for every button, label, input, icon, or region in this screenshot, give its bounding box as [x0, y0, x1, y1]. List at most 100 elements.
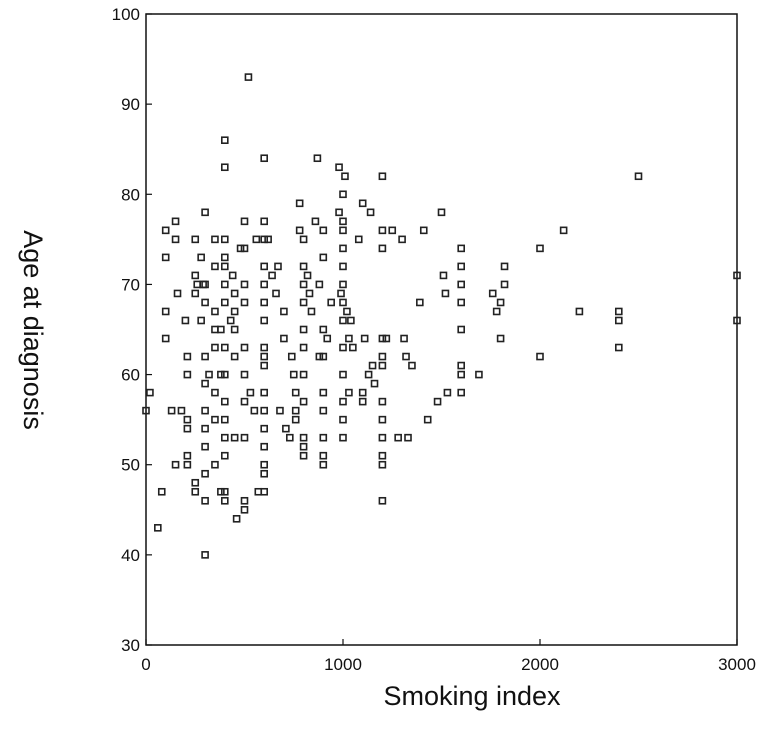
data-point — [260, 352, 269, 361]
data-point — [339, 298, 347, 307]
data-point — [274, 262, 282, 271]
data-point — [496, 298, 505, 307]
data-point — [339, 415, 347, 424]
data-point — [733, 316, 741, 325]
data-point — [260, 343, 269, 352]
y-tick-label: 40 — [121, 546, 140, 565]
data-point — [614, 343, 623, 352]
data-point — [299, 325, 308, 334]
data-point — [260, 235, 269, 244]
data-point — [211, 460, 219, 469]
data-point — [201, 551, 209, 559]
data-point — [319, 253, 328, 262]
data-point — [291, 406, 300, 415]
data-point — [211, 415, 219, 424]
y-tick-label: 80 — [121, 185, 140, 204]
data-point — [360, 334, 369, 343]
data-point — [299, 433, 308, 442]
data-point — [378, 361, 387, 370]
data-point — [201, 496, 209, 505]
data-point — [378, 172, 387, 181]
data-point — [295, 199, 304, 208]
data-point — [217, 370, 225, 379]
data-point — [416, 298, 424, 307]
data-point — [211, 388, 219, 397]
data-point — [299, 262, 308, 271]
data-point — [378, 244, 387, 253]
data-point — [443, 388, 452, 397]
data-point — [408, 361, 416, 370]
data-point — [230, 307, 239, 316]
data-point — [201, 208, 209, 217]
data-point — [230, 325, 239, 334]
data-point — [299, 451, 308, 460]
data-point — [358, 397, 367, 406]
y-tick-label: 100 — [112, 5, 140, 24]
data-point — [733, 271, 741, 280]
data-point — [319, 451, 328, 460]
data-point — [404, 433, 412, 442]
data-point — [161, 334, 170, 343]
data-point — [260, 280, 269, 289]
data-point — [335, 208, 343, 217]
data-point — [339, 433, 347, 442]
data-point — [221, 262, 229, 271]
data-point — [197, 316, 205, 325]
data-point — [240, 343, 249, 352]
data-point — [337, 289, 345, 298]
data-point — [457, 388, 466, 397]
data-point — [345, 388, 353, 397]
data-point — [154, 524, 162, 532]
data-point — [264, 235, 272, 244]
data-point — [433, 397, 442, 406]
data-point — [276, 406, 284, 415]
data-point — [358, 199, 367, 208]
data-points — [142, 73, 741, 559]
data-point — [368, 361, 377, 370]
data-point — [161, 226, 170, 235]
data-point — [339, 280, 347, 289]
data-point — [291, 388, 300, 397]
data-point — [221, 433, 229, 442]
data-point — [475, 370, 483, 379]
data-point — [236, 244, 245, 253]
data-point — [299, 370, 308, 379]
data-point — [183, 415, 192, 424]
data-point — [211, 307, 219, 316]
data-point — [201, 379, 209, 388]
data-point — [191, 487, 200, 496]
data-point — [221, 496, 229, 505]
data-point — [240, 280, 249, 289]
data-point — [221, 397, 229, 406]
data-point — [441, 289, 450, 298]
data-point — [349, 343, 357, 352]
data-point — [299, 280, 308, 289]
data-point — [191, 271, 200, 280]
data-point — [211, 262, 219, 271]
data-point — [201, 424, 209, 433]
data-point — [370, 379, 379, 388]
data-point — [183, 451, 192, 460]
data-point — [295, 226, 304, 235]
data-point — [319, 226, 328, 235]
data-point — [183, 370, 192, 379]
data-point — [230, 289, 239, 298]
data-point — [201, 469, 209, 478]
data-point — [240, 433, 249, 442]
data-point — [500, 280, 509, 289]
data-point — [211, 343, 219, 352]
data-point — [339, 343, 347, 352]
data-point — [193, 280, 202, 289]
x-tick-label: 0 — [141, 655, 150, 674]
data-point — [299, 343, 308, 352]
data-point — [260, 442, 269, 451]
data-point — [250, 406, 259, 415]
data-point — [327, 298, 335, 307]
y-axis-title: Age at diagnosis — [18, 230, 48, 430]
data-point — [240, 370, 249, 379]
data-point — [378, 460, 387, 469]
x-tick-label: 1000 — [324, 655, 362, 674]
data-point — [211, 235, 219, 244]
data-point — [228, 271, 237, 280]
data-point — [240, 496, 249, 505]
